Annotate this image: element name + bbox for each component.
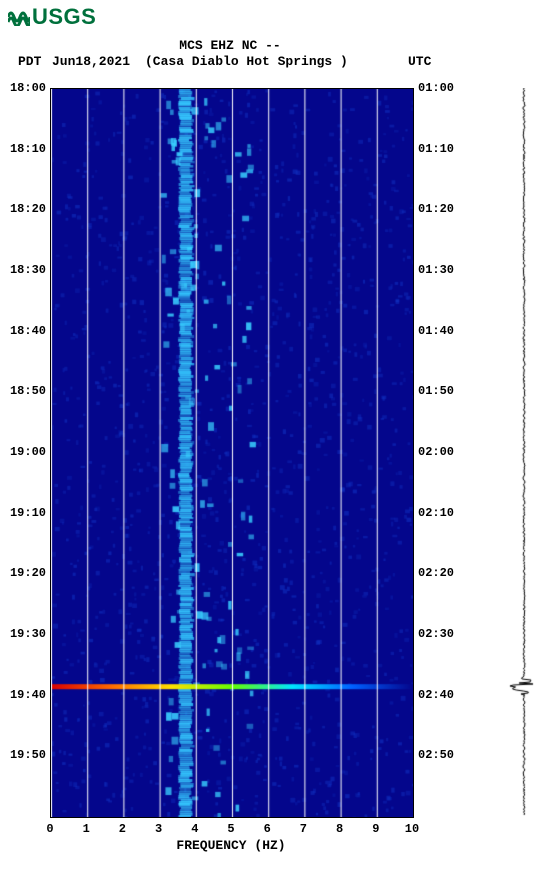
xtick: 8	[330, 822, 350, 836]
ytick-left: 18:50	[6, 384, 46, 398]
ytick-right: 02:00	[418, 445, 468, 459]
ytick-right: 02:30	[418, 627, 468, 641]
ytick-left: 18:40	[6, 324, 46, 338]
ytick-left: 19:40	[6, 688, 46, 702]
left-timezone-label: PDT	[18, 54, 41, 69]
xtick: 6	[257, 822, 277, 836]
date-label: Jun18,2021	[52, 54, 130, 69]
ytick-right: 01:00	[418, 81, 468, 95]
ytick-right: 01:40	[418, 324, 468, 338]
ytick-left: 19:30	[6, 627, 46, 641]
ytick-right: 02:10	[418, 506, 468, 520]
spectrogram-plot	[50, 88, 414, 818]
ytick-left: 19:10	[6, 506, 46, 520]
ytick-right: 01:30	[418, 263, 468, 277]
side-seismogram	[502, 88, 546, 816]
ytick-right: 01:50	[418, 384, 468, 398]
xtick: 0	[40, 822, 60, 836]
ytick-left: 19:00	[6, 445, 46, 459]
usgs-wave-icon	[8, 8, 30, 26]
ytick-left: 18:20	[6, 202, 46, 216]
ytick-right: 02:50	[418, 748, 468, 762]
usgs-logo: USGS	[8, 4, 96, 30]
xtick: 4	[185, 822, 205, 836]
xtick: 2	[112, 822, 132, 836]
x-axis-label: FREQUENCY (HZ)	[50, 838, 412, 853]
ytick-left: 18:10	[6, 142, 46, 156]
ytick-right: 01:10	[418, 142, 468, 156]
ytick-left: 18:30	[6, 263, 46, 277]
xtick: 3	[149, 822, 169, 836]
ytick-left: 19:50	[6, 748, 46, 762]
ytick-left: 18:00	[6, 81, 46, 95]
right-timezone-label: UTC	[408, 54, 431, 69]
station-label: (Casa Diablo Hot Springs )	[145, 54, 348, 69]
ytick-right: 02:40	[418, 688, 468, 702]
xtick: 1	[76, 822, 96, 836]
usgs-logo-text: USGS	[32, 4, 96, 30]
ytick-right: 02:20	[418, 566, 468, 580]
ytick-left: 19:20	[6, 566, 46, 580]
plot-title: MCS EHZ NC --	[0, 38, 460, 53]
xtick: 5	[221, 822, 241, 836]
xtick: 9	[366, 822, 386, 836]
spectrogram-canvas	[51, 89, 413, 817]
xtick: 10	[402, 822, 422, 836]
ytick-right: 01:20	[418, 202, 468, 216]
xtick: 7	[293, 822, 313, 836]
